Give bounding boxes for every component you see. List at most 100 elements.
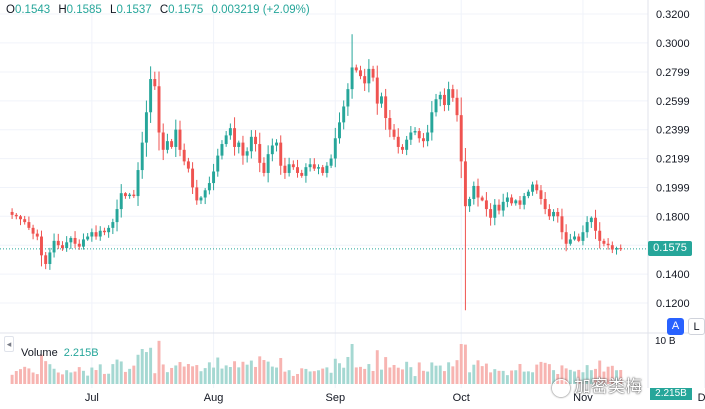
volume-bar [170, 367, 174, 384]
volume-bar [40, 354, 43, 384]
candle-body [317, 167, 320, 169]
volume-bar [447, 362, 451, 384]
volume-bar [426, 371, 430, 384]
candle-body [60, 245, 64, 249]
candle-body [237, 142, 241, 147]
candle-body [73, 237, 77, 244]
candle-body [518, 200, 522, 205]
candle-body [262, 162, 266, 173]
candle-body [233, 128, 237, 147]
candle-body [56, 240, 60, 246]
volume-bar [363, 368, 367, 384]
volume-bar [283, 371, 287, 384]
volume-bar [270, 366, 274, 384]
candle-body [413, 131, 417, 133]
candle-body [90, 232, 94, 237]
candle-body [602, 240, 606, 244]
candle-body [573, 236, 577, 240]
volume-bar [115, 359, 119, 384]
high-label: H [58, 4, 67, 16]
candle-body [350, 67, 354, 90]
volume-bar [102, 373, 106, 384]
volume-bar [182, 366, 186, 384]
candle-body [182, 149, 186, 162]
volume-bar [321, 368, 325, 384]
volume-bar [90, 367, 94, 384]
volume-bar [48, 364, 52, 384]
volume-bar [296, 373, 299, 384]
candle-body [52, 240, 56, 253]
y-tick-label: 0.2799 [656, 67, 690, 79]
candle-body [333, 138, 337, 159]
volume-bar [505, 375, 509, 384]
candle-body [459, 115, 463, 162]
candle-body [111, 222, 115, 228]
volume-bar [594, 368, 598, 384]
volume-bar [552, 370, 556, 384]
x-tick-label: Aug [204, 392, 224, 404]
volume-bar [379, 369, 383, 384]
candle-body [560, 216, 564, 233]
auto-scale-button[interactable]: A [667, 318, 684, 335]
candle-body [329, 158, 333, 166]
y-tick-label: 0.3200 [656, 9, 690, 21]
volume-bar [186, 364, 190, 384]
volume-bar [388, 367, 392, 384]
candle-body [216, 155, 220, 172]
volume-bar [354, 367, 358, 384]
candle-body [396, 136, 400, 147]
volume-bar [602, 371, 606, 384]
candle-body [421, 138, 425, 142]
volume-bar [19, 369, 22, 384]
volume-bar [65, 370, 69, 384]
volume-bar [484, 363, 488, 384]
candle-body [203, 190, 207, 198]
volume-bar [472, 364, 476, 384]
volume-bar [384, 357, 388, 384]
candle-body [165, 141, 169, 150]
volume-bar [493, 369, 497, 384]
candle-body [581, 232, 585, 241]
volume-bar [157, 340, 161, 384]
candle-body [161, 132, 165, 150]
volume-bar [245, 364, 249, 384]
volume-bar [44, 361, 48, 384]
volume-bar [514, 370, 518, 384]
candle-body [195, 187, 199, 201]
candle-body [371, 68, 375, 78]
watermark-text: 加密类梅 [574, 377, 642, 396]
y-tick-label: 0.1999 [656, 183, 690, 195]
volume-bar [52, 368, 56, 384]
volume-bar [325, 367, 329, 384]
volume-bar [144, 352, 148, 384]
volume-axis-label: 10 B [655, 336, 676, 347]
candle-body [392, 129, 396, 137]
candle-body [69, 237, 73, 243]
candle-body [472, 185, 476, 199]
log-scale-button[interactable]: L [688, 318, 705, 335]
candle-body [14, 214, 18, 217]
candle-body [585, 222, 589, 233]
candle-body [531, 184, 535, 192]
candle-body [300, 172, 304, 176]
volume-bar [279, 357, 283, 384]
volume-bar [161, 364, 165, 384]
candle-body [81, 239, 85, 247]
candle-body [207, 183, 211, 191]
candle-body [170, 141, 174, 147]
volume-bar [573, 371, 577, 384]
candle-body [476, 185, 480, 198]
candle-body [65, 242, 69, 249]
candle-body [220, 144, 224, 156]
volume-bar [199, 371, 203, 384]
candle-body [606, 243, 610, 246]
x-tick-label: Nov [573, 392, 593, 404]
volume-bar [619, 369, 623, 384]
candle-body [174, 129, 178, 147]
watermark: 加密类梅 [552, 372, 642, 397]
candle-body [552, 211, 556, 217]
volume-bar [430, 362, 434, 384]
collapse-pane-button[interactable]: ◂ [4, 336, 14, 352]
open-value: 0.1543 [14, 4, 51, 16]
